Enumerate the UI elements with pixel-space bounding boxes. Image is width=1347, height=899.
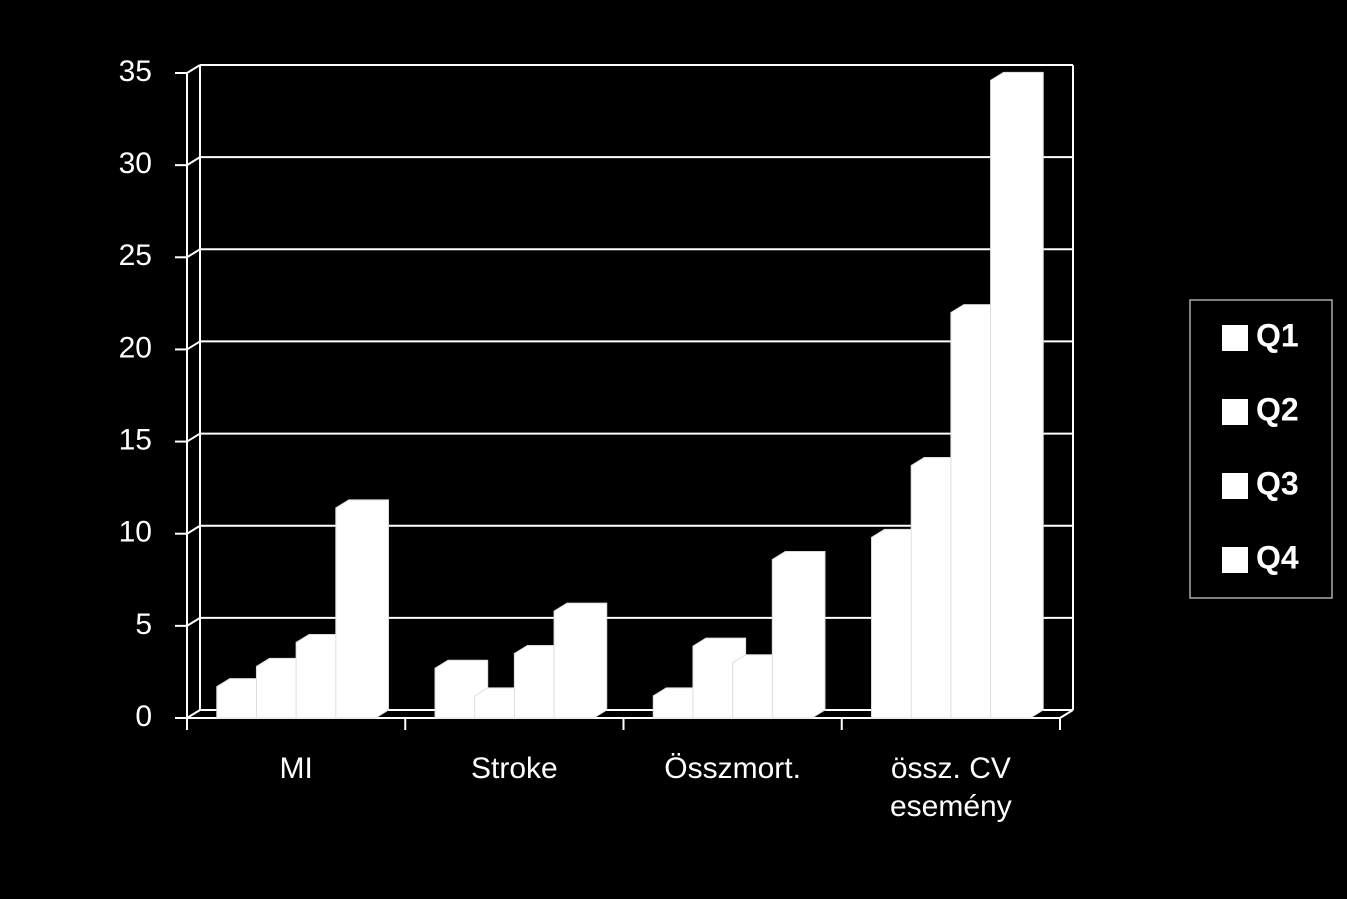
y-tick-label: 15 <box>119 423 152 456</box>
bar <box>990 71 1044 719</box>
y-tick-label: 10 <box>119 516 152 549</box>
grid-line <box>186 432 201 443</box>
grid-line <box>186 156 201 166</box>
legend-swatch <box>1222 547 1248 573</box>
y-tick-label: 30 <box>119 147 152 180</box>
bar <box>335 499 389 719</box>
grid-line <box>186 340 201 351</box>
legend-label: Q3 <box>1256 465 1299 501</box>
y-tick-label: 35 <box>119 55 152 88</box>
x-tick-label: MI <box>279 752 313 785</box>
legend-swatch <box>1222 399 1248 425</box>
grid-line <box>186 709 201 719</box>
legend-swatch <box>1222 325 1248 351</box>
grid-line <box>186 248 201 259</box>
bar <box>553 602 608 719</box>
x-tick-label: Stroke <box>471 752 558 785</box>
x-tick-label: össz. CV esemény <box>890 752 1012 823</box>
x-tick-label: Összmort. <box>664 752 801 785</box>
legend-swatch <box>1222 473 1248 499</box>
grid-line <box>186 524 201 535</box>
legend-label: Q4 <box>1256 539 1299 575</box>
legend-box <box>1189 299 1333 599</box>
bar <box>771 551 826 719</box>
grid-line <box>186 617 201 627</box>
y-tick-label: 5 <box>135 608 152 641</box>
y-tick-label: 20 <box>119 331 152 364</box>
y-tick-label: 25 <box>119 239 152 272</box>
y-tick-label: 0 <box>135 700 152 733</box>
floor-line <box>1059 709 1074 719</box>
legend-label: Q2 <box>1256 391 1299 427</box>
grid-line <box>186 64 201 74</box>
legend-label: Q1 <box>1256 317 1299 353</box>
